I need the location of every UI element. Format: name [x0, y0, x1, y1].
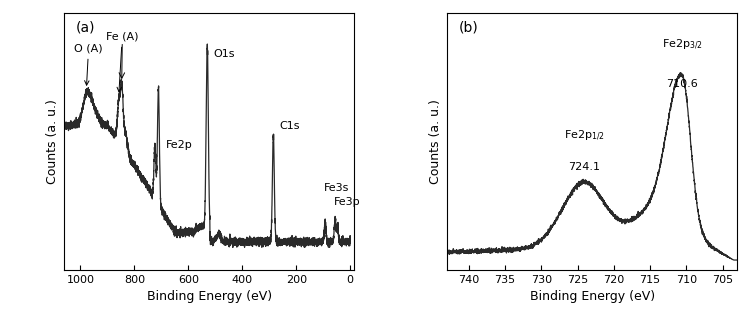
Text: (a): (a) [76, 21, 95, 35]
Text: Fe2p$_{1/2}$: Fe2p$_{1/2}$ [564, 129, 605, 143]
Text: C1s: C1s [279, 121, 300, 131]
Y-axis label: Counts (a. u.): Counts (a. u.) [45, 99, 59, 184]
X-axis label: Binding Energy (eV): Binding Energy (eV) [147, 290, 272, 303]
Text: Fe3s: Fe3s [324, 183, 349, 193]
Text: 724.1: 724.1 [568, 162, 600, 172]
Text: Fe3p: Fe3p [334, 197, 361, 207]
Text: Fe2p$_{3/2}$: Fe2p$_{3/2}$ [662, 38, 702, 52]
Text: O (A): O (A) [74, 44, 103, 85]
Text: 710.6: 710.6 [666, 79, 698, 89]
Text: (b): (b) [459, 21, 479, 35]
Text: Fe2p: Fe2p [166, 140, 192, 150]
Y-axis label: Counts (a. u.): Counts (a. u.) [429, 99, 442, 184]
Text: O1s: O1s [213, 49, 234, 59]
X-axis label: Binding Energy (eV): Binding Energy (eV) [529, 290, 655, 303]
Text: Fe (A): Fe (A) [106, 32, 138, 92]
